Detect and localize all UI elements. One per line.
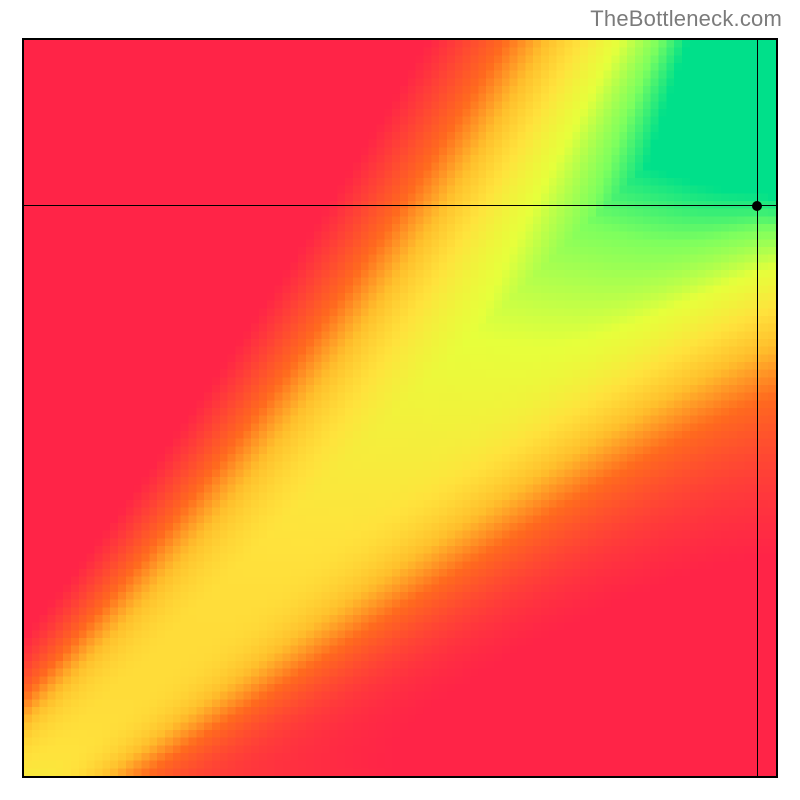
heatmap-canvas (24, 40, 776, 776)
crosshair-marker (752, 201, 762, 211)
watermark-text: TheBottleneck.com (590, 6, 782, 32)
figure-wrap: TheBottleneck.com (0, 0, 800, 800)
heatmap-plot (22, 38, 778, 778)
crosshair-horizontal (24, 205, 776, 206)
crosshair-vertical (757, 40, 758, 776)
